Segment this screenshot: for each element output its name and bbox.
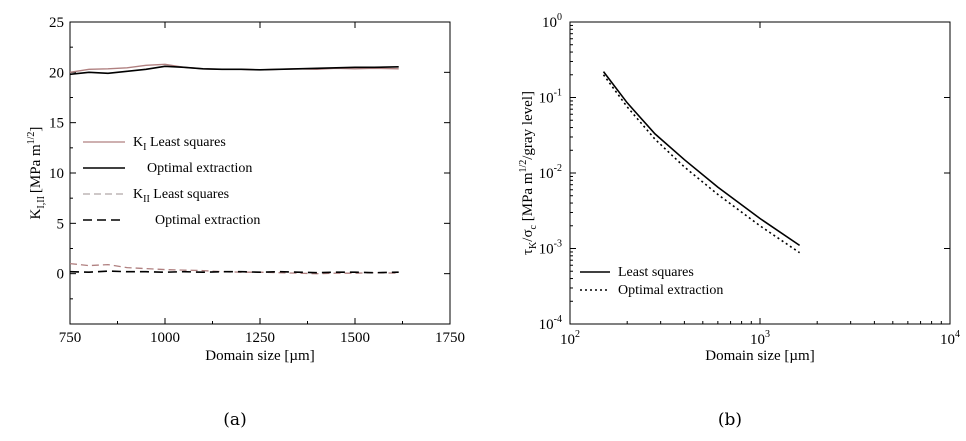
series-line-a-3	[69, 270, 399, 274]
panel-a: 750 1000 1250 1500 1750 0 5 10 15 20 25 KI,II[MPa …	[26, 15, 465, 430]
y-axis-label-b: τK/σc [MPa m1/2/gray level]	[518, 91, 539, 255]
legend-label-k2-ls: KII Least squares	[133, 187, 229, 205]
series-line-b-0	[602, 71, 801, 247]
x-tick-label-b-0: 102	[560, 329, 580, 348]
y-tick-label-b-0: 10-4	[539, 314, 562, 333]
caption-a: (a)	[223, 410, 246, 430]
y-tick-label-a-3: 15	[49, 116, 64, 132]
x-tick-label-a-2: 1250	[245, 330, 275, 346]
x-axis-label-b: Domain size [µm]	[705, 348, 814, 364]
x-tick-label-b-2: 104	[940, 329, 960, 348]
series-lines-b	[602, 71, 801, 254]
legend-label-k1-oe: Optimal extraction	[147, 161, 252, 176]
series-lines-a	[69, 63, 399, 275]
legend-label-ls: Least squares	[618, 265, 694, 280]
x-tick-label-a-1: 1000	[150, 330, 180, 346]
y-tick-label-a-0: 0	[57, 267, 65, 283]
x-tick-label-a-3: 1500	[340, 330, 370, 346]
y-tick-label-a-1: 5	[57, 216, 65, 232]
y-tick-label-b-4: 100	[542, 12, 562, 31]
series-line-a-2	[69, 262, 399, 275]
series-line-a-1	[69, 65, 399, 76]
y-tick-label-a-4: 20	[49, 65, 64, 81]
y-tick-label-b-3: 10-1	[539, 88, 562, 107]
legend-b: Least squares Optimal extraction	[580, 265, 723, 298]
legend-label-k1-ls: KI Least squares	[133, 135, 226, 153]
y-tick-label-b-1: 10-3	[539, 239, 562, 258]
x-tick-label-a-0: 750	[59, 330, 82, 346]
legend-a: KI Least squares Optimal extraction KII …	[83, 135, 260, 228]
y-tick-label-a-5: 25	[49, 15, 64, 31]
x-tick-label-b-1: 103	[750, 329, 770, 348]
x-tick-label-a-4: 1750	[435, 330, 465, 346]
axis-ticks-a: 750 1000 1250 1500 1750 0 5 10 15 20 25	[49, 15, 465, 346]
legend-label-oe: Optimal extraction	[618, 283, 723, 298]
axis-ticks-b: 102 103 104 10-4 10-3 10-2 10-1 100	[539, 12, 960, 348]
legend-label-k2-oe: Optimal extraction	[155, 213, 260, 228]
y-tick-label-a-2: 10	[49, 166, 64, 182]
caption-b: (b)	[718, 410, 742, 430]
x-axis-label-a: Domain size [µm]	[205, 348, 314, 364]
series-line-a-0	[69, 63, 399, 73]
panel-b: 102 103 104 10-4 10-3 10-2 10-1 100 τK/σc [MPa …	[518, 12, 960, 430]
y-tick-label-b-2: 10-2	[539, 163, 562, 182]
y-axis-label-a: KI,II[MPa m1/2]	[26, 127, 47, 220]
